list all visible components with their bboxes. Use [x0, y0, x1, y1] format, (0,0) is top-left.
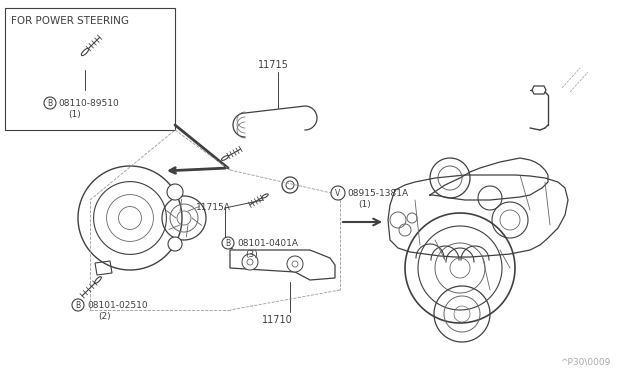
Text: B: B — [225, 238, 230, 247]
Text: FOR POWER STEERING: FOR POWER STEERING — [11, 16, 129, 26]
Text: B: B — [76, 301, 81, 310]
Text: 08101-0401A: 08101-0401A — [237, 238, 298, 247]
Text: (3): (3) — [245, 250, 258, 260]
Text: (1): (1) — [358, 201, 371, 209]
Text: 11715: 11715 — [258, 60, 289, 70]
Polygon shape — [72, 299, 84, 311]
Text: 08915-1381A: 08915-1381A — [347, 189, 408, 198]
Text: 11715A: 11715A — [196, 203, 231, 212]
Polygon shape — [222, 237, 234, 249]
Polygon shape — [44, 97, 56, 109]
Text: (1): (1) — [68, 110, 81, 119]
Polygon shape — [168, 237, 182, 251]
Text: 11710: 11710 — [262, 315, 292, 325]
Polygon shape — [287, 256, 303, 272]
Polygon shape — [532, 86, 546, 94]
Polygon shape — [242, 254, 258, 270]
Text: B: B — [47, 99, 52, 108]
Text: ^P30\0009: ^P30\0009 — [559, 357, 610, 366]
Text: 08101-02510: 08101-02510 — [87, 301, 148, 310]
Text: V: V — [335, 189, 340, 198]
Text: (2): (2) — [98, 312, 111, 321]
Text: 08110-89510: 08110-89510 — [58, 99, 119, 108]
Polygon shape — [167, 184, 183, 200]
Polygon shape — [331, 186, 345, 200]
